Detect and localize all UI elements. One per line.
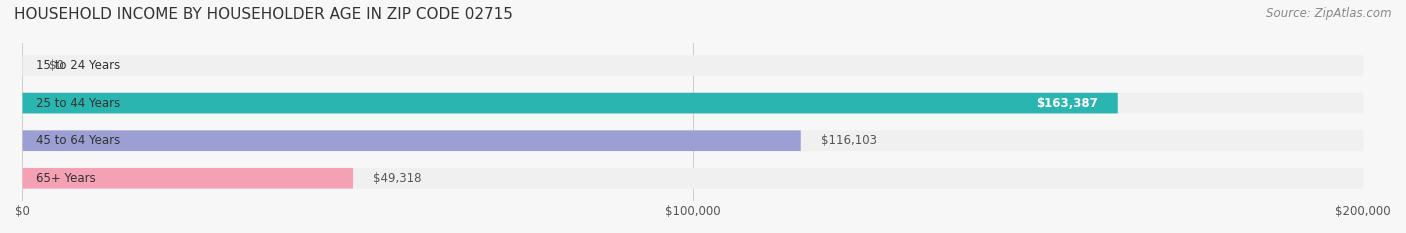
Text: 45 to 64 Years: 45 to 64 Years — [35, 134, 120, 147]
FancyBboxPatch shape — [22, 93, 1118, 113]
Text: 25 to 44 Years: 25 to 44 Years — [35, 97, 120, 110]
Text: $116,103: $116,103 — [821, 134, 877, 147]
FancyBboxPatch shape — [22, 130, 801, 151]
Text: $49,318: $49,318 — [373, 172, 422, 185]
FancyBboxPatch shape — [22, 168, 353, 189]
FancyBboxPatch shape — [22, 130, 1364, 151]
Text: HOUSEHOLD INCOME BY HOUSEHOLDER AGE IN ZIP CODE 02715: HOUSEHOLD INCOME BY HOUSEHOLDER AGE IN Z… — [14, 7, 513, 22]
Text: 15 to 24 Years: 15 to 24 Years — [35, 59, 120, 72]
Text: Source: ZipAtlas.com: Source: ZipAtlas.com — [1267, 7, 1392, 20]
FancyBboxPatch shape — [22, 168, 1364, 189]
FancyBboxPatch shape — [22, 55, 1364, 76]
Text: $163,387: $163,387 — [1036, 97, 1098, 110]
FancyBboxPatch shape — [22, 93, 1364, 113]
Text: 65+ Years: 65+ Years — [35, 172, 96, 185]
Text: $0: $0 — [49, 59, 65, 72]
